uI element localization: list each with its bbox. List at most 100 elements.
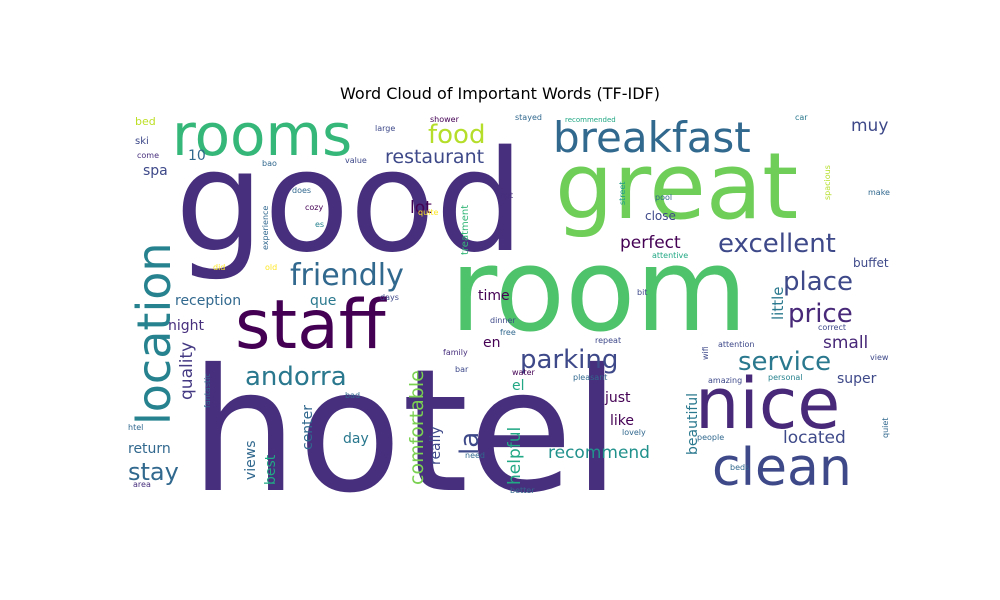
word-time: time [478, 288, 510, 304]
word-lovely: lovely [622, 428, 646, 437]
word-room: room [450, 224, 748, 358]
word-amazing: amazing [708, 376, 742, 385]
word-perfect: perfect [620, 233, 681, 253]
word-correct: correct [818, 323, 846, 332]
word-buffet: buffet [853, 256, 889, 270]
word-just: just [604, 390, 631, 406]
word-bit: bit [637, 288, 647, 297]
word-value: value [345, 156, 367, 165]
word-like: like [610, 413, 634, 429]
word-location: location [127, 242, 181, 425]
word-wifi: wifi [701, 346, 710, 360]
word-people: people [697, 433, 724, 442]
word-really: really [428, 426, 444, 465]
word-treatment: treatment [460, 205, 471, 255]
word-la: la [455, 432, 485, 455]
word-large: large [375, 124, 395, 133]
word-need: need [465, 451, 485, 460]
word-breakfast: breakfast [553, 113, 751, 162]
word-htel: htel [128, 423, 143, 432]
word-bed: bed [135, 115, 156, 128]
word-place: place [783, 267, 853, 297]
word-lot: lot [410, 198, 432, 218]
word-old: old [265, 263, 277, 272]
word-street: street [618, 182, 627, 205]
word-restaurant: restaurant [385, 146, 484, 168]
word-recommend: recommend [548, 443, 650, 463]
word-best: best [263, 454, 279, 485]
word-better: better [510, 486, 535, 495]
word-great: great [555, 133, 798, 240]
word-comfortable: comfortable [406, 370, 428, 485]
word-quiet: quiet [881, 418, 890, 438]
word-shower: shower [430, 115, 460, 124]
word-experience: experience [261, 206, 270, 250]
word-night: night [168, 318, 205, 334]
word-located: located [783, 428, 846, 448]
word-make: make [868, 188, 890, 197]
word-reception: reception [175, 293, 241, 309]
word-hot: hot [500, 191, 513, 200]
word-en: en [483, 335, 501, 351]
word-view: view [870, 353, 889, 362]
word-attentive: attentive [652, 251, 688, 260]
word-days: days [380, 293, 399, 302]
word-family: family [443, 348, 468, 357]
word-stayed: stayed [515, 113, 542, 122]
word-nice: nice [695, 363, 840, 445]
word-car: car [795, 113, 808, 122]
word-friendly: friendly [290, 258, 404, 293]
word-cozy: cozy [305, 203, 323, 212]
word-does: does [292, 186, 311, 195]
chart-title: Word Cloud of Important Words (TF-IDF) [340, 84, 660, 103]
word-helpful: helpful [505, 427, 525, 485]
word-return: return [128, 441, 171, 457]
word-es: es [315, 220, 324, 229]
word-pool: pool [655, 193, 672, 202]
word-repeat: repeat [595, 336, 621, 345]
word-10: 10 [188, 148, 206, 164]
word-food: food [428, 120, 485, 150]
word-did: did [213, 263, 225, 272]
word-dinner: dinner [490, 316, 516, 325]
word-bad: bad [345, 391, 360, 400]
word-little: little [769, 287, 787, 321]
word-views: views [243, 440, 259, 480]
word-quite: quite [418, 208, 439, 217]
word-spacious: spacious [823, 165, 832, 200]
word-water: water [512, 368, 536, 377]
word-andorra: andorra [245, 362, 347, 392]
word-super: super [837, 371, 877, 387]
word-close: close [645, 209, 676, 223]
word-spa: spa [143, 163, 168, 179]
word-beds: beds [730, 463, 749, 472]
word-come: come [137, 151, 159, 160]
word-attention: attention [718, 340, 755, 349]
word-personal: personal [768, 373, 803, 382]
word-excellent: excellent [718, 229, 836, 259]
word-service: service [738, 347, 831, 377]
word-free: free [500, 328, 516, 337]
word-parking: parking [520, 345, 618, 375]
word-que: que [310, 293, 336, 309]
word-area: area [133, 480, 151, 489]
word-rooms: rooms [172, 101, 352, 169]
word-beautiful: beautiful [685, 393, 701, 455]
word-bao: bao [262, 159, 277, 168]
word-hotel: hotel [190, 333, 620, 531]
word-bar: bar [455, 365, 469, 374]
word-pleasant: pleasant [573, 373, 607, 382]
word-stay: stay [128, 458, 179, 486]
word-small: small [823, 333, 868, 353]
word-center: center [300, 405, 316, 450]
word-muy: muy [851, 116, 888, 136]
word-clean: clean [712, 438, 852, 498]
word-staff: staff [235, 286, 388, 365]
word-good: good [175, 121, 524, 284]
word-recommended: recommended [565, 116, 616, 124]
word-day: day [343, 431, 369, 447]
word-el: el [512, 378, 525, 394]
word-fantastic: fantastic [203, 373, 212, 408]
word-price: price [788, 299, 853, 329]
